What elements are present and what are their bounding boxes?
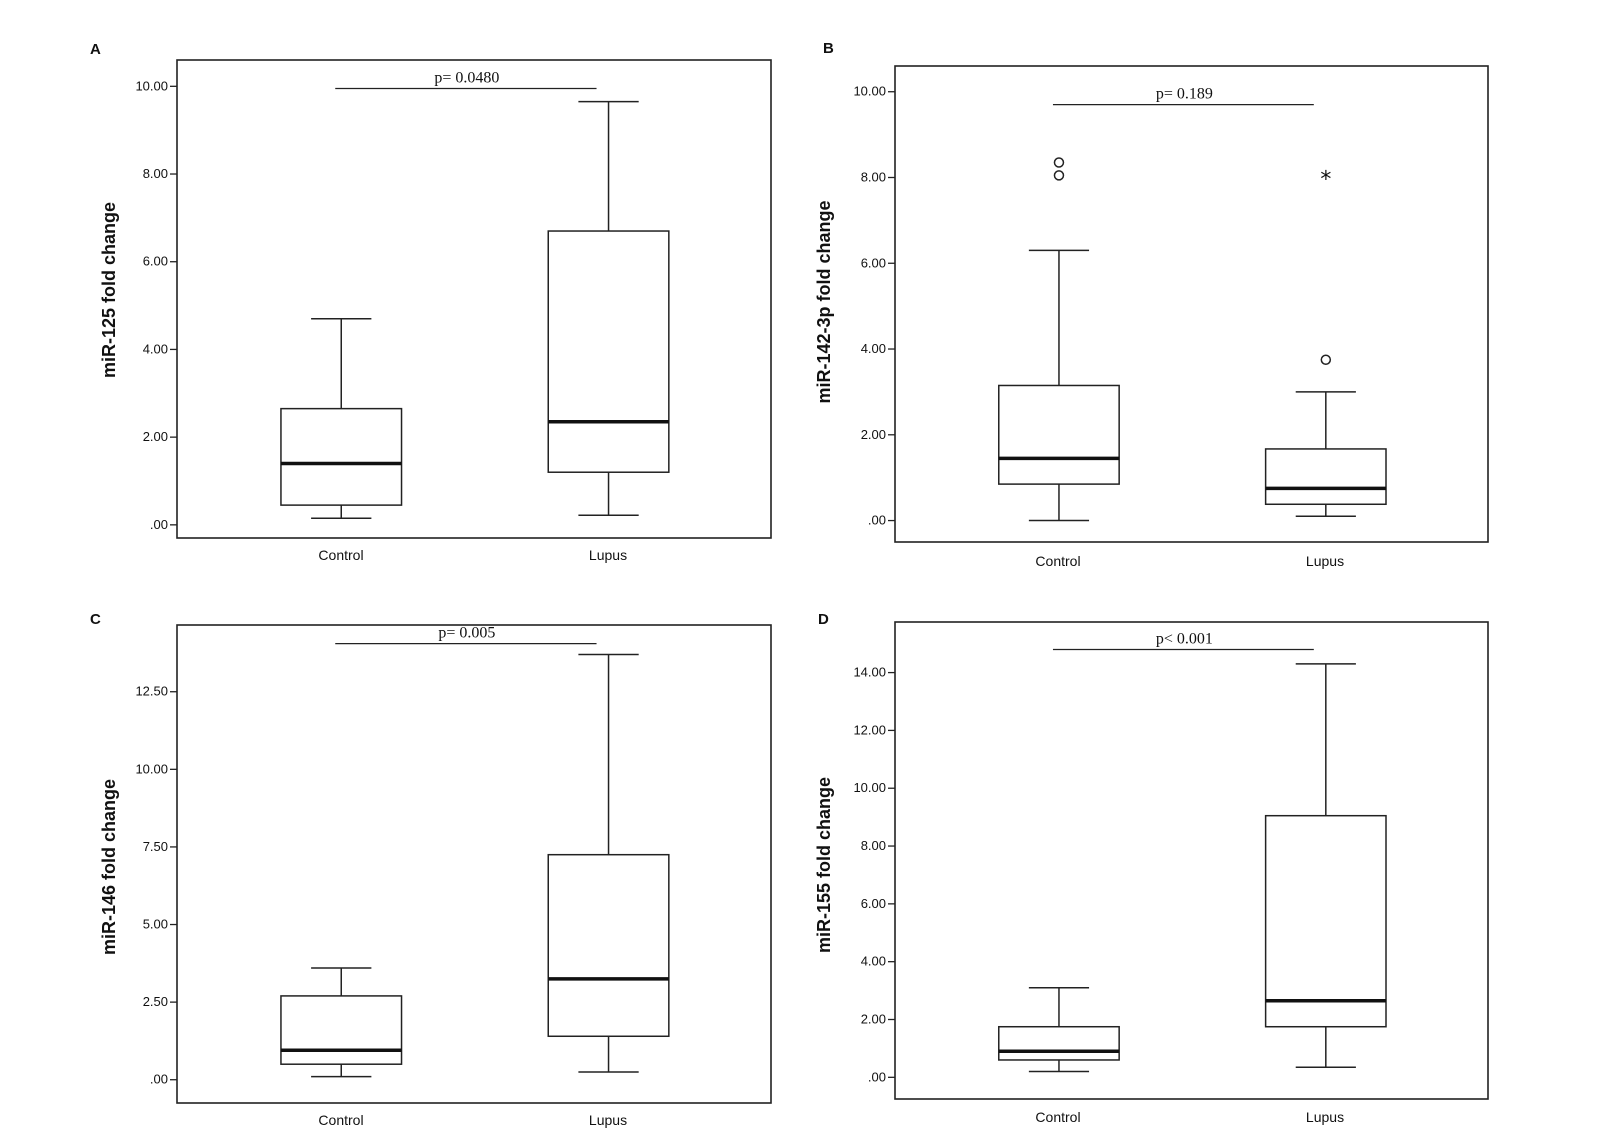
- y-tick-label: 10.00: [135, 78, 168, 93]
- y-axis-label: miR-146 fold change: [99, 779, 119, 955]
- extreme-point: *: [1320, 167, 1331, 192]
- x-category-label: Lupus: [1306, 553, 1344, 569]
- x-category-label: Control: [1035, 553, 1080, 569]
- panel-letter: D: [818, 611, 829, 628]
- y-tick-label: 6.00: [861, 896, 886, 911]
- plot-frame: [176, 624, 772, 1104]
- y-tick-label: 8.00: [861, 169, 886, 184]
- y-tick-label: 10.00: [853, 780, 886, 795]
- y-tick-label: 6.00: [143, 254, 168, 269]
- significance: p= 0.189: [1052, 86, 1314, 106]
- x-category-label: Control: [318, 1112, 363, 1128]
- panel-a: A miR-125 fold change .00 2.00 4.00 6.00 8.0…: [90, 41, 772, 563]
- y-tick-label: .00: [868, 513, 886, 528]
- iqr-box: [547, 853, 670, 1038]
- significance: p= 0.0480: [335, 70, 597, 90]
- y-axis: .00 2.00 4.00 6.00 8.00 10.00: [853, 84, 895, 528]
- y-tick-label: 4.00: [861, 341, 886, 356]
- outlier-point: [1053, 170, 1065, 181]
- y-tick-label: 6.00: [861, 255, 886, 270]
- boxes: [280, 100, 670, 520]
- y-tick-label: .00: [150, 1072, 168, 1087]
- outlier-point: [1320, 354, 1332, 365]
- iqr-box: [1264, 814, 1387, 1028]
- iqr-box: [998, 384, 1120, 485]
- x-category-label: Lupus: [589, 547, 627, 563]
- x-category-label: Control: [318, 547, 363, 563]
- y-axis-label: miR-142-3p fold change: [814, 200, 834, 403]
- boxes: [998, 663, 1387, 1073]
- iqr-box: [280, 407, 403, 506]
- y-tick-label: 2.00: [861, 1012, 886, 1027]
- iqr-box: [1264, 448, 1387, 506]
- y-tick-label: .00: [150, 517, 168, 532]
- outlier-point: [1053, 157, 1065, 168]
- y-tick-label: 14.00: [853, 665, 886, 680]
- y-tick-label: .00: [868, 1069, 886, 1084]
- p-value-label: p< 0.001: [1156, 630, 1213, 647]
- y-axis: .00 2.00 4.00 6.00 8.00 10.00 12.00 14.00: [853, 665, 895, 1084]
- y-tick-label: 2.00: [143, 429, 168, 444]
- y-tick-label: 7.50: [143, 839, 168, 854]
- iqr-box: [280, 995, 403, 1065]
- y-tick-label: 4.00: [143, 341, 168, 356]
- y-tick-label: 12.50: [135, 684, 168, 699]
- panel-letter: A: [90, 41, 101, 58]
- significance: p< 0.001: [1052, 630, 1314, 651]
- p-value-label: p= 0.005: [438, 625, 495, 642]
- p-value-label: p= 0.0480: [434, 70, 499, 87]
- plot-frame: [894, 621, 1489, 1100]
- y-axis: .00 2.50 5.00 7.50 10.00 12.50: [135, 684, 177, 1087]
- y-tick-label: 4.00: [861, 954, 886, 969]
- panel-letter: B: [823, 40, 834, 57]
- iqr-box: [547, 230, 670, 473]
- y-tick-label: 12.00: [853, 722, 886, 737]
- y-tick-label: 10.00: [853, 84, 886, 99]
- significance: p= 0.005: [335, 625, 597, 645]
- y-tick-label: 2.50: [143, 994, 168, 1009]
- x-category-label: Lupus: [589, 1112, 627, 1128]
- panel-letter: C: [90, 611, 101, 628]
- panel-c: C miR-146 fold change .00 2.50 5.00 7.50 10.…: [90, 611, 772, 1128]
- y-axis: .00 2.00 4.00 6.00 8.00 10.00: [135, 78, 177, 532]
- boxes: [280, 653, 670, 1078]
- boxes: *: [998, 157, 1387, 522]
- x-category-label: Control: [1035, 1109, 1080, 1125]
- y-axis-label: miR-155 fold change: [814, 777, 834, 953]
- y-tick-label: 8.00: [861, 838, 886, 853]
- y-axis-label: miR-125 fold change: [99, 202, 119, 378]
- y-tick-label: 10.00: [135, 761, 168, 776]
- plot-frame: [894, 65, 1489, 543]
- plot-frame: [176, 59, 772, 539]
- y-tick-label: 8.00: [143, 166, 168, 181]
- y-tick-label: 2.00: [861, 427, 886, 442]
- panel-b: B miR-142-3p fold change .00 2.00 4.00 6.00…: [814, 40, 1489, 569]
- iqr-box: [998, 1025, 1120, 1061]
- y-tick-label: 5.00: [143, 917, 168, 932]
- p-value-label: p= 0.189: [1156, 86, 1213, 103]
- x-category-label: Lupus: [1306, 1109, 1344, 1125]
- panel-d: D miR-155 fold change .00 2.00 4.00 6.00 8.0…: [814, 611, 1489, 1125]
